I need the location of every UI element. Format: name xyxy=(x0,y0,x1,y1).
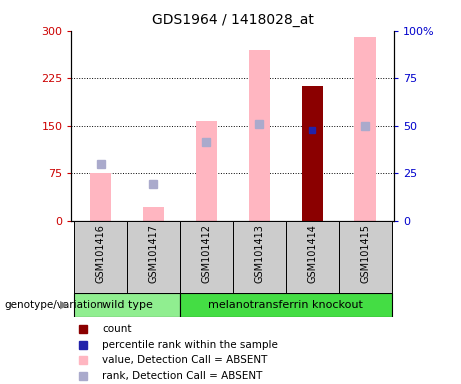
Text: genotype/variation: genotype/variation xyxy=(5,300,104,310)
Text: rank, Detection Call = ABSENT: rank, Detection Call = ABSENT xyxy=(102,371,263,381)
Bar xyxy=(248,50,270,221)
Title: GDS1964 / 1418028_at: GDS1964 / 1418028_at xyxy=(152,13,314,27)
Bar xyxy=(127,221,180,294)
Text: GSM101413: GSM101413 xyxy=(254,224,264,283)
Text: GSM101416: GSM101416 xyxy=(95,224,106,283)
Bar xyxy=(233,221,286,294)
Text: GSM101414: GSM101414 xyxy=(307,224,317,283)
Text: melanotransferrin knockout: melanotransferrin knockout xyxy=(208,300,363,310)
Bar xyxy=(74,221,127,294)
Text: GSM101412: GSM101412 xyxy=(201,224,211,283)
Bar xyxy=(90,173,111,221)
Text: count: count xyxy=(102,324,132,334)
Text: percentile rank within the sample: percentile rank within the sample xyxy=(102,340,278,350)
Text: GSM101415: GSM101415 xyxy=(360,224,370,283)
Bar xyxy=(355,37,376,221)
Text: GSM101417: GSM101417 xyxy=(148,224,159,283)
Bar xyxy=(339,221,391,294)
Bar xyxy=(143,207,164,221)
Text: ▶: ▶ xyxy=(60,300,68,310)
Bar xyxy=(286,221,339,294)
Bar xyxy=(180,221,233,294)
Text: wild type: wild type xyxy=(101,300,153,310)
Text: value, Detection Call = ABSENT: value, Detection Call = ABSENT xyxy=(102,356,268,366)
Bar xyxy=(180,293,391,317)
Bar xyxy=(74,293,180,317)
Bar xyxy=(301,86,323,221)
Bar xyxy=(196,121,217,221)
